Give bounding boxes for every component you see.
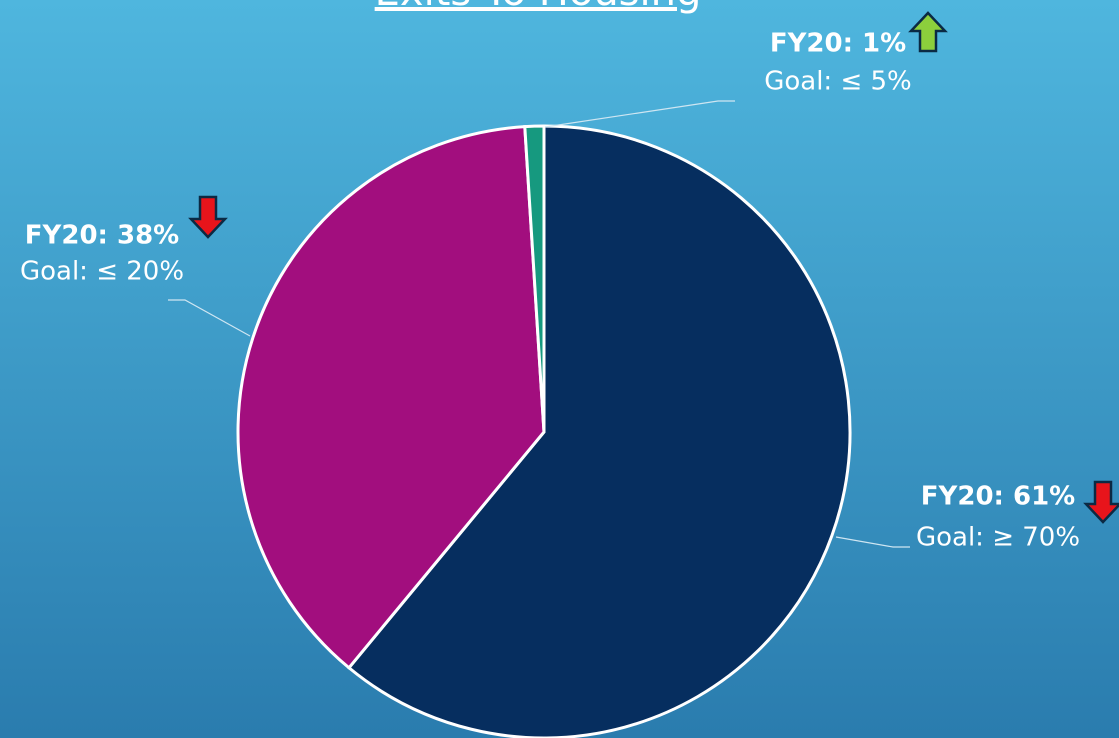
arrow-down-icon (188, 195, 228, 239)
pie-slice (236, 125, 546, 670)
goal-label: Goal: ≤ 5% (764, 67, 912, 97)
data-label: FY20: 61% (921, 482, 1075, 512)
leader-line (168, 299, 251, 337)
data-label: FY20: 38% (25, 221, 179, 251)
chart-title: Exits To Housing (375, 0, 702, 15)
goal-label: Goal: ≥ 70% (916, 523, 1080, 553)
arrow-up-icon (908, 11, 948, 53)
pie-slice (346, 124, 852, 738)
leader-line (835, 536, 910, 548)
pie-slice (523, 124, 546, 433)
leader-line (544, 100, 735, 128)
data-label: FY20: 1% (770, 29, 906, 59)
goal-label: Goal: ≤ 20% (20, 257, 184, 287)
